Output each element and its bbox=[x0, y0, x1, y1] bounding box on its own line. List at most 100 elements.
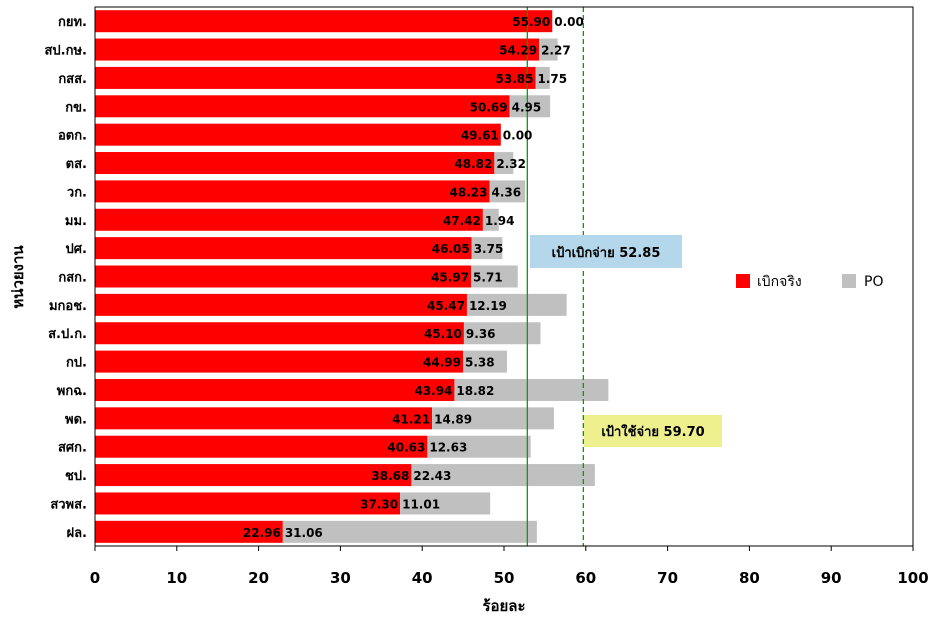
bar-actual bbox=[95, 66, 536, 89]
data-label-po: 1.75 bbox=[537, 72, 567, 86]
bar-po bbox=[482, 208, 499, 231]
bar-po bbox=[454, 378, 609, 401]
bar-po bbox=[471, 237, 503, 260]
data-label-actual: 45.97 bbox=[431, 271, 469, 285]
data-label-actual: 47.42 bbox=[443, 214, 481, 228]
ref-label-disbursement-box bbox=[530, 235, 682, 268]
data-label-actual: 22.96 bbox=[243, 526, 281, 540]
bar-po bbox=[463, 322, 541, 345]
bar-po bbox=[466, 293, 567, 316]
data-label-actual: 50.69 bbox=[470, 100, 508, 114]
bar-actual bbox=[95, 95, 510, 118]
data-label-actual: 44.99 bbox=[423, 356, 461, 370]
ref-label-spending: เป้าใช้จ่าย 59.70 bbox=[584, 415, 722, 447]
data-label-po: 2.27 bbox=[541, 44, 571, 58]
x-axis-ticks: 0 10 20 30 40 50 60 70 80 90 100 bbox=[90, 546, 929, 587]
data-label-po: 5.38 bbox=[465, 356, 495, 370]
category-label: กยท. bbox=[58, 15, 87, 30]
data-label-po: 3.75 bbox=[474, 242, 504, 256]
category-label: สป.กษ. bbox=[44, 44, 87, 59]
data-label-actual: 37.30 bbox=[360, 497, 398, 511]
data-label-po: 14.89 bbox=[434, 412, 472, 426]
category-label: ตส. bbox=[66, 157, 87, 172]
bar-actual bbox=[95, 38, 540, 61]
data-label-actual: 40.63 bbox=[387, 441, 425, 455]
bar-po bbox=[509, 95, 551, 118]
category-label: มกอช. bbox=[49, 299, 87, 314]
data-label-actual: 49.61 bbox=[461, 129, 499, 143]
legend-swatch-actual bbox=[736, 274, 750, 288]
legend-swatch-po bbox=[842, 274, 856, 288]
data-label-po: 5.71 bbox=[473, 271, 503, 285]
data-label-po: 4.95 bbox=[512, 100, 542, 114]
data-label-actual: 55.90 bbox=[512, 15, 550, 29]
legend-label-po: PO bbox=[864, 274, 883, 290]
ref-label-spending-text: เป้าใช้จ่าย 59.70 bbox=[601, 423, 704, 440]
bar-po bbox=[535, 66, 550, 89]
x-tick-label: 50 bbox=[494, 569, 515, 587]
data-label-po: 12.63 bbox=[429, 441, 467, 455]
y-axis-label: หน่วยงาน bbox=[9, 245, 27, 309]
plot-frame bbox=[94, 6, 914, 547]
bar-po bbox=[282, 520, 537, 543]
x-tick-label: 60 bbox=[575, 569, 596, 587]
bar-po bbox=[411, 464, 595, 487]
bar-actual bbox=[95, 123, 501, 146]
data-label-po: 0.00 bbox=[554, 15, 584, 29]
ref-label-disbursement: เป้าเบิกจ่าย 52.85 bbox=[530, 235, 682, 268]
bar-po bbox=[463, 350, 508, 373]
category-label: ชป. bbox=[65, 469, 87, 484]
data-label-actual: 48.23 bbox=[450, 185, 488, 199]
category-label: ส.ป.ก. bbox=[48, 327, 87, 342]
data-label-actual: 46.05 bbox=[432, 242, 470, 256]
x-tick-label: 0 bbox=[90, 569, 100, 587]
data-label-actual: 41.21 bbox=[392, 412, 430, 426]
category-label: อตก. bbox=[58, 129, 87, 144]
category-label: กป. bbox=[66, 356, 87, 371]
data-label-po: 12.19 bbox=[469, 299, 507, 313]
bar-actual bbox=[95, 208, 483, 231]
data-label-actual: 53.85 bbox=[496, 72, 534, 86]
data-label-actual: 38.68 bbox=[371, 469, 409, 483]
x-axis-label: ร้อยละ bbox=[482, 597, 525, 615]
category-label: สวพส. bbox=[50, 497, 87, 512]
bar-actual bbox=[95, 520, 283, 543]
bar-actual bbox=[95, 265, 472, 288]
bar-actual bbox=[95, 180, 490, 203]
bar-actual bbox=[95, 322, 464, 345]
reference-lines bbox=[526, 7, 584, 546]
category-label: มม. bbox=[65, 214, 87, 229]
bar-po bbox=[489, 180, 526, 203]
x-tick-label: 70 bbox=[657, 569, 678, 587]
x-tick-label: 30 bbox=[330, 569, 351, 587]
data-label-po: 2.32 bbox=[496, 157, 526, 171]
bar-po bbox=[471, 265, 518, 288]
bar-actual bbox=[95, 237, 472, 260]
data-labels: 55.90 0.00 54.29 2.27 53.85 1.75 50.69 4.95 49.6… bbox=[243, 15, 584, 540]
category-label: ปศ. bbox=[66, 242, 87, 257]
bar-actual bbox=[95, 350, 464, 373]
data-label-po: 22.43 bbox=[413, 469, 451, 483]
x-tick-label: 90 bbox=[821, 569, 842, 587]
bar-actual bbox=[95, 10, 553, 33]
x-tick-label: 100 bbox=[897, 569, 928, 587]
data-label-po: 9.36 bbox=[466, 327, 496, 341]
data-label-actual: 48.82 bbox=[454, 157, 492, 171]
data-label-actual: 45.10 bbox=[424, 327, 462, 341]
bar-actual bbox=[95, 407, 433, 430]
bar-po bbox=[494, 152, 514, 175]
category-labels: กยท. สป.กษ. กสส. กข. อตก. ตส. วก. มม. ปศ. กสก. มกอ… bbox=[44, 15, 87, 541]
data-label-po: 4.36 bbox=[492, 185, 522, 199]
category-label: สศก. bbox=[58, 441, 87, 456]
bar-actual bbox=[95, 378, 455, 401]
data-label-po: 11.01 bbox=[402, 497, 440, 511]
data-label-po: 31.06 bbox=[285, 526, 323, 540]
bar-actual bbox=[95, 293, 467, 316]
bar-po bbox=[427, 435, 531, 458]
data-label-po: 18.82 bbox=[456, 384, 494, 398]
data-label-po: 1.94 bbox=[485, 214, 515, 228]
category-label: วก. bbox=[67, 185, 87, 200]
bars bbox=[95, 10, 609, 543]
x-tick-label: 80 bbox=[739, 569, 760, 587]
